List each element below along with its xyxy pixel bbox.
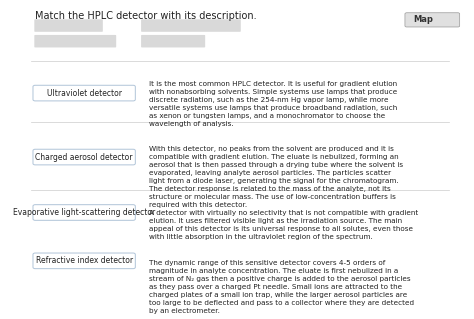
FancyBboxPatch shape <box>34 35 116 48</box>
Text: Ultraviolet detector: Ultraviolet detector <box>46 89 122 98</box>
FancyBboxPatch shape <box>141 19 241 32</box>
Text: A detector with virtually no selectivity that is not compatible with gradient
el: A detector with virtually no selectivity… <box>149 210 418 241</box>
Text: The dynamic range of this sensitive detector covers 4-5 orders of
magnitude in a: The dynamic range of this sensitive dete… <box>149 260 414 314</box>
Text: It is the most common HPLC detector. It is useful for gradient elution
with nona: It is the most common HPLC detector. It … <box>149 81 397 127</box>
FancyBboxPatch shape <box>33 253 135 269</box>
FancyBboxPatch shape <box>33 205 135 220</box>
Text: Match the HPLC detector with its description.: Match the HPLC detector with its descrip… <box>35 11 257 21</box>
FancyBboxPatch shape <box>405 13 460 27</box>
FancyBboxPatch shape <box>33 85 135 101</box>
FancyBboxPatch shape <box>141 35 205 48</box>
Text: Refractive index detector: Refractive index detector <box>36 256 133 265</box>
FancyBboxPatch shape <box>34 19 103 32</box>
FancyBboxPatch shape <box>33 149 135 165</box>
Text: Evaporative light-scattering detector: Evaporative light-scattering detector <box>13 208 155 217</box>
Text: Map: Map <box>414 15 434 24</box>
Text: With this detector, no peaks from the solvent are produced and it is
compatible : With this detector, no peaks from the so… <box>149 146 403 208</box>
Text: Charged aerosol detector: Charged aerosol detector <box>36 152 133 161</box>
